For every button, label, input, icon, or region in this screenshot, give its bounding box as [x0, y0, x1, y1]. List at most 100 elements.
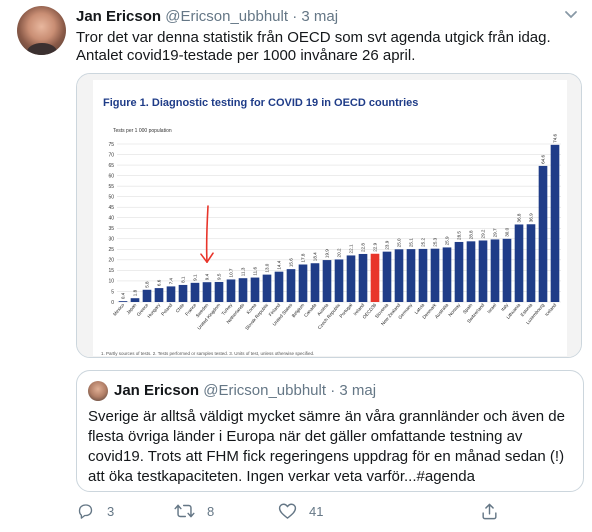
bar-chile	[178, 284, 188, 302]
bar-finland	[274, 271, 284, 302]
data-label: 10.7	[229, 268, 234, 277]
bar-united-states	[286, 269, 296, 302]
bar-turkey	[226, 279, 236, 302]
bar-korea	[250, 277, 260, 302]
data-label: 23.9	[385, 240, 390, 249]
data-label: 29.7	[493, 228, 498, 237]
author-handle[interactable]: @Ericson_ubbhult	[165, 8, 289, 25]
tweet-header: Jan Ericson @Ericson_ubbhult · 3 maj	[76, 8, 338, 25]
data-label: 28.8	[469, 230, 474, 239]
author-name[interactable]: Jan Ericson	[76, 8, 162, 25]
bar-italy	[502, 238, 512, 302]
quoted-tweet-header: Jan Ericson @Ericson_ubbhult · 3 maj	[114, 382, 376, 399]
tweet-actions: 3 8 41	[76, 502, 576, 526]
data-label: 25.1	[409, 238, 414, 247]
bar-united-kingdom	[214, 281, 224, 302]
chart-title: Figure 1. Diagnostic testing for COVID 1…	[103, 97, 418, 109]
bar-japan	[130, 298, 140, 302]
y-tick-label: 15	[108, 268, 114, 274]
quoted-tweet[interactable]: Jan Ericson @Ericson_ubbhult · 3 maj Sve…	[76, 370, 584, 492]
retweet-icon	[174, 504, 195, 518]
data-label: 25.2	[421, 238, 426, 247]
data-label: 17.8	[301, 253, 306, 262]
data-label: 14.4	[277, 260, 282, 269]
separator: ·	[292, 8, 298, 25]
bar-ireland	[358, 253, 368, 302]
caret-down-icon[interactable]	[564, 8, 578, 23]
chart-bars	[118, 144, 560, 302]
quoted-author-avatar	[88, 381, 108, 401]
arrow-head	[200, 252, 214, 263]
share-button[interactable]	[480, 502, 499, 521]
reply-icon	[78, 504, 93, 519]
quoted-text-line: Sverige är alltså väldigt mycket sämre ä…	[88, 408, 565, 425]
data-label: 22.8	[361, 243, 366, 252]
quoted-author-name: Jan Ericson	[114, 382, 200, 399]
chart-page	[93, 80, 567, 356]
bar-sweden	[202, 282, 212, 302]
x-tick-label: Latvia	[414, 302, 426, 315]
quoted-text-line: covid19. Trots att FHM fick regeringens …	[88, 448, 565, 465]
data-label: 13.0	[265, 263, 270, 272]
quoted-tweet-date: 3 maj	[339, 382, 377, 399]
tweet-media-chart[interactable]: Figure 1. Diagnostic testing for COVID 1…	[76, 73, 582, 358]
data-label: 64.6	[541, 155, 546, 164]
tweet-text-line: Antalet covid19-testade per 1000 invånar…	[76, 47, 416, 64]
x-tick-label: Spain	[462, 302, 474, 315]
chart-data-labels: 0.4 1.8 5.8 6.6 7.4 8.1 9.1 9.4 9.5 10.7 11.3 11.6 1…	[121, 133, 558, 299]
data-label: 15.6	[289, 258, 294, 267]
author-avatar[interactable]	[17, 6, 66, 55]
retweet-button[interactable]: 8	[174, 502, 214, 520]
share-icon	[482, 503, 497, 520]
y-tick-label: 35	[108, 226, 114, 232]
tweet-text-line: Tror det var denna statistik från OECD s…	[76, 29, 551, 46]
y-tick-label: 75	[108, 142, 114, 148]
chart-y-ticks: 0 5 10 15 20 25 30 35 40 45 50 55 60 65 70 75	[108, 142, 114, 306]
data-label: 8.1	[181, 276, 186, 283]
bar-slovenia	[382, 251, 392, 302]
like-button[interactable]: 41	[278, 502, 323, 520]
bar-israel	[490, 239, 500, 302]
data-label: 30.0	[505, 227, 510, 236]
bar-luxembourg	[538, 165, 548, 302]
bar-netherlands	[238, 278, 248, 302]
data-label: 22.1	[349, 244, 354, 253]
separator: ·	[330, 382, 336, 399]
data-label: 18.4	[313, 252, 318, 261]
data-label: 11.3	[241, 267, 246, 276]
reply-count: 3	[107, 503, 115, 519]
bar-czech-republic	[334, 259, 344, 302]
data-label: 7.4	[169, 278, 174, 285]
quoted-text-line: flesta övriga länder i Europa när det gä…	[88, 428, 523, 445]
y-tick-label: 5	[111, 289, 114, 295]
x-tick-label: Chile	[175, 302, 186, 314]
y-tick-label: 0	[111, 300, 114, 306]
bar-denmark	[430, 248, 440, 302]
data-label: 20.2	[337, 248, 342, 257]
data-label: 22.9	[373, 242, 378, 251]
x-tick-label: Korea	[246, 302, 258, 315]
bar-poland	[166, 286, 176, 302]
y-tick-label: 70	[108, 152, 114, 158]
y-tick-label: 10	[108, 279, 114, 285]
bar-new-zealand	[394, 249, 404, 302]
x-tick-label: Italy	[500, 302, 510, 312]
bar-lithuania	[514, 224, 524, 302]
data-label: 28.5	[457, 231, 462, 240]
tweet-date[interactable]: 3 maj	[301, 8, 339, 25]
data-label: 25.0	[397, 238, 402, 247]
bar-portugal	[346, 255, 356, 302]
data-label: 0.4	[121, 292, 126, 299]
y-tick-label: 45	[108, 205, 114, 211]
bar-slovak-republic	[262, 274, 272, 302]
data-label: 25.3	[433, 237, 438, 246]
quoted-tweet-text: Sverige är alltså väldigt mycket sämre ä…	[88, 407, 574, 487]
bar-norway	[454, 241, 464, 302]
y-tick-label: 20	[108, 258, 114, 264]
reply-button[interactable]: 3	[76, 502, 114, 520]
y-tick-label: 25	[108, 247, 114, 253]
tweet-text: Tror det var denna statistik från OECD s…	[76, 29, 576, 65]
bar-germany	[406, 249, 416, 302]
data-label: 9.4	[205, 273, 210, 280]
